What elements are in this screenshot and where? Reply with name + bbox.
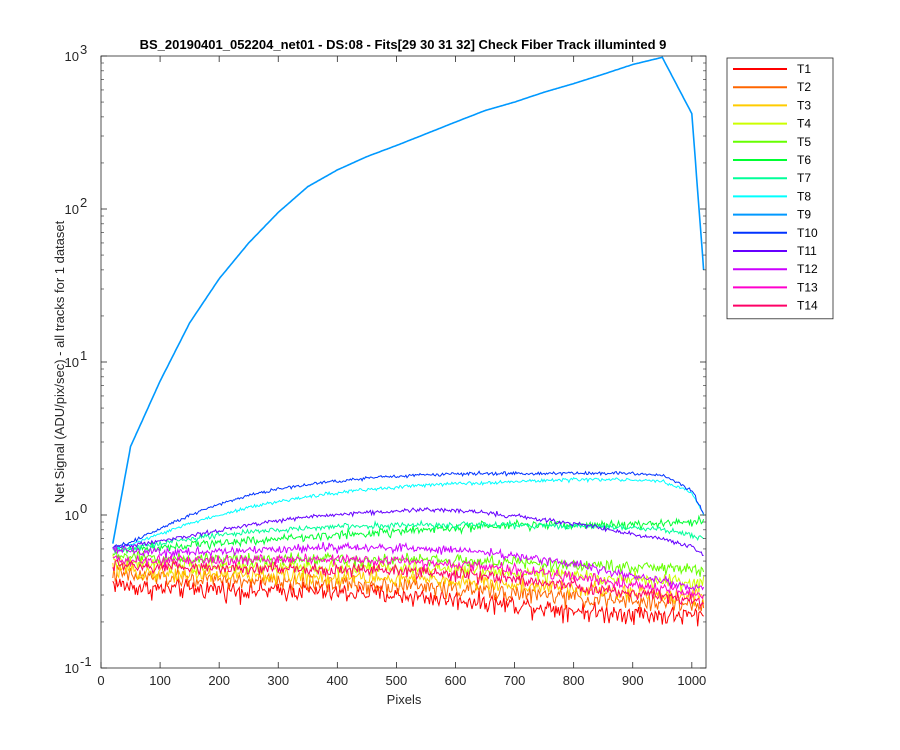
x-tick-label: 500 (386, 673, 408, 688)
series-line-t1 (112, 578, 704, 627)
series-line-t13 (112, 553, 705, 600)
legend-label-t7: T7 (797, 171, 811, 185)
y-axis-label: Net Signal (ADU/pix/sec) - all tracks fo… (52, 220, 67, 503)
legend-label-t14: T14 (797, 299, 818, 313)
legend-label-t13: T13 (797, 280, 818, 294)
legend-label-t12: T12 (797, 262, 818, 276)
y-tick-label: 10 (65, 508, 79, 523)
y-tick-exponent: 3 (80, 42, 87, 57)
y-tick-exponent: 1 (80, 348, 87, 363)
legend-label-t11: T11 (797, 244, 817, 258)
x-tick-label: 700 (504, 673, 526, 688)
x-tick-label: 800 (563, 673, 585, 688)
series-line-t9 (112, 56, 705, 544)
x-tick-label: 100 (149, 673, 171, 688)
legend-label-t9: T9 (797, 208, 811, 222)
x-tick-label: 600 (445, 673, 467, 688)
legend-label-t6: T6 (797, 153, 811, 167)
legend-box (726, 57, 834, 320)
x-tick-label: 400 (326, 673, 348, 688)
y-tick-label: 10 (65, 202, 79, 217)
legend-label-t3: T3 (797, 98, 811, 112)
y-tick-exponent: -1 (80, 654, 92, 669)
series-line-t14 (112, 559, 704, 609)
series-line-t11 (112, 506, 704, 557)
series-line-t12 (112, 541, 705, 593)
y-tick-label: 10 (65, 49, 79, 64)
y-tick-label: 10 (65, 661, 79, 676)
series-line-t2 (112, 565, 705, 612)
series-lines (112, 56, 705, 627)
legend-label-t10: T10 (797, 226, 818, 240)
y-tick-label: 10 (65, 355, 79, 370)
x-tick-label: 1000 (677, 673, 706, 688)
legend-label-t4: T4 (797, 117, 811, 131)
x-axis-label: Pixels (387, 692, 422, 707)
legend: T1 T2 T3 T4 T5 T6 T7 T8 T9 T10 T11 T12 T13 T14 (726, 57, 834, 320)
series-line-t3 (112, 559, 705, 607)
legend-label-t5: T5 (797, 135, 811, 149)
series-line-t8 (112, 476, 705, 549)
legend-label-t8: T8 (797, 189, 811, 203)
legend-label-t2: T2 (797, 80, 811, 94)
y-tick-exponent: 2 (80, 195, 87, 210)
x-tick-label: 0 (97, 673, 104, 688)
y-tick-exponent: 0 (80, 501, 87, 516)
x-tick-label: 900 (622, 673, 644, 688)
series-line-t10 (112, 470, 705, 549)
x-tick-label: 200 (208, 673, 230, 688)
x-tick-label: 300 (267, 673, 289, 688)
legend-label-t1: T1 (797, 62, 811, 76)
chart-title: BS_20190401_052204_net01 - DS:08 - Fits[… (140, 37, 667, 52)
